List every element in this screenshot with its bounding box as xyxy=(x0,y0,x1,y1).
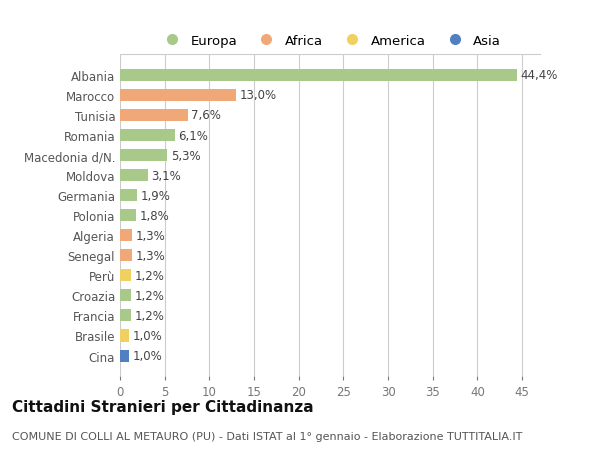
Text: 1,2%: 1,2% xyxy=(134,269,164,282)
Text: 1,8%: 1,8% xyxy=(140,209,169,222)
Text: 44,4%: 44,4% xyxy=(520,69,558,82)
Text: 5,3%: 5,3% xyxy=(171,149,200,162)
Bar xyxy=(120,330,129,342)
Bar xyxy=(120,110,188,122)
Bar xyxy=(120,210,136,222)
Bar xyxy=(120,190,137,202)
Text: Cittadini Stranieri per Cittadinanza: Cittadini Stranieri per Cittadinanza xyxy=(12,399,314,414)
Text: 1,3%: 1,3% xyxy=(135,249,165,262)
Bar xyxy=(120,270,131,282)
Text: 1,0%: 1,0% xyxy=(133,349,162,362)
Text: 1,0%: 1,0% xyxy=(133,329,162,342)
Text: 13,0%: 13,0% xyxy=(240,89,277,102)
Text: COMUNE DI COLLI AL METAURO (PU) - Dati ISTAT al 1° gennaio - Elaborazione TUTTIT: COMUNE DI COLLI AL METAURO (PU) - Dati I… xyxy=(12,431,523,442)
Text: 7,6%: 7,6% xyxy=(191,109,221,122)
Bar xyxy=(120,70,517,82)
Text: 1,3%: 1,3% xyxy=(135,229,165,242)
Legend: Europa, Africa, America, Asia: Europa, Africa, America, Asia xyxy=(154,29,506,53)
Bar xyxy=(120,150,167,162)
Bar xyxy=(120,130,175,142)
Text: 1,9%: 1,9% xyxy=(140,189,170,202)
Bar xyxy=(120,250,131,262)
Text: 6,1%: 6,1% xyxy=(178,129,208,142)
Bar xyxy=(120,230,131,242)
Bar xyxy=(120,170,148,182)
Bar xyxy=(120,350,129,362)
Bar xyxy=(120,290,131,302)
Text: 1,2%: 1,2% xyxy=(134,309,164,322)
Text: 3,1%: 3,1% xyxy=(151,169,181,182)
Text: 1,2%: 1,2% xyxy=(134,289,164,302)
Bar xyxy=(120,310,131,322)
Bar xyxy=(120,90,236,102)
